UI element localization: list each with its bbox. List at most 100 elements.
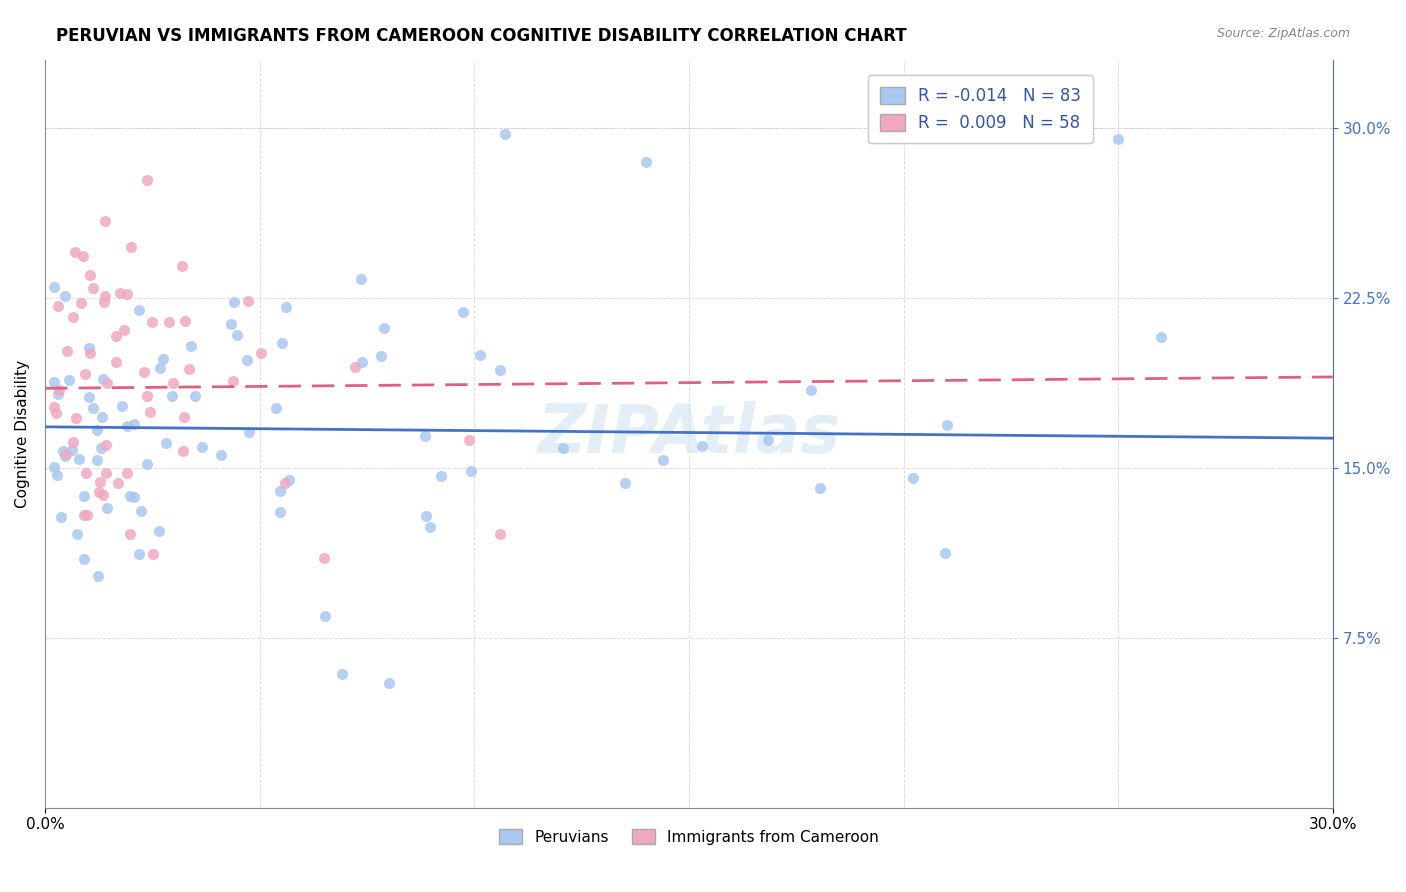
- Text: PERUVIAN VS IMMIGRANTS FROM CAMEROON COGNITIVE DISABILITY CORRELATION CHART: PERUVIAN VS IMMIGRANTS FROM CAMEROON COG…: [56, 27, 907, 45]
- Point: [191, 441, 214, 455]
- Point: [343, 359, 366, 374]
- Point: [66, 527, 89, 541]
- Point: [1150, 330, 1173, 344]
- Point: [94, 288, 117, 302]
- Point: [58, 373, 80, 387]
- Point: [489, 527, 512, 541]
- Point: [141, 315, 163, 329]
- Point: [148, 524, 170, 538]
- Point: [636, 154, 658, 169]
- Point: [652, 453, 675, 467]
- Point: [1107, 132, 1129, 146]
- Point: [458, 433, 481, 447]
- Point: [152, 352, 174, 367]
- Point: [46, 387, 69, 401]
- Point: [488, 362, 510, 376]
- Point: [934, 546, 956, 560]
- Point: [936, 417, 959, 432]
- Point: [93, 295, 115, 310]
- Point: [96, 376, 118, 391]
- Point: [60, 442, 83, 457]
- Point: [269, 505, 291, 519]
- Point: [94, 214, 117, 228]
- Point: [155, 436, 177, 450]
- Point: [172, 444, 194, 458]
- Point: [373, 321, 395, 335]
- Point: [415, 509, 437, 524]
- Point: [112, 323, 135, 337]
- Point: [903, 471, 925, 485]
- Point: [330, 667, 353, 681]
- Point: [90, 441, 112, 455]
- Point: [800, 383, 823, 397]
- Point: [94, 438, 117, 452]
- Point: [53, 449, 76, 463]
- Point: [808, 481, 831, 495]
- Point: [65, 410, 87, 425]
- Legend: R = -0.014   N = 83, R =  0.009   N = 58: R = -0.014 N = 83, R = 0.009 N = 58: [868, 76, 1092, 144]
- Point: [238, 293, 260, 308]
- Point: [136, 172, 159, 186]
- Y-axis label: Cognitive Disability: Cognitive Disability: [15, 359, 30, 508]
- Point: [162, 376, 184, 390]
- Point: [170, 260, 193, 274]
- Point: [614, 475, 637, 490]
- Point: [377, 676, 399, 690]
- Point: [122, 490, 145, 504]
- Point: [115, 419, 138, 434]
- Point: [75, 467, 97, 481]
- Point: [238, 425, 260, 439]
- Point: [42, 400, 65, 414]
- Point: [79, 268, 101, 282]
- Point: [91, 372, 114, 386]
- Point: [53, 288, 76, 302]
- Point: [352, 355, 374, 369]
- Point: [70, 295, 93, 310]
- Point: [135, 457, 157, 471]
- Point: [209, 448, 232, 462]
- Point: [269, 483, 291, 498]
- Point: [91, 410, 114, 425]
- Point: [48, 299, 70, 313]
- Point: [139, 405, 162, 419]
- Text: ZIPAtlas: ZIPAtlas: [537, 401, 841, 467]
- Point: [115, 287, 138, 301]
- Point: [470, 348, 492, 362]
- Point: [115, 467, 138, 481]
- Point: [46, 467, 69, 482]
- Point: [418, 519, 440, 533]
- Point: [77, 341, 100, 355]
- Point: [266, 401, 288, 415]
- Point: [91, 488, 114, 502]
- Point: [76, 508, 98, 522]
- Point: [48, 383, 70, 397]
- Point: [314, 551, 336, 566]
- Point: [314, 609, 336, 624]
- Point: [120, 240, 142, 254]
- Point: [271, 335, 294, 350]
- Point: [250, 346, 273, 360]
- Point: [118, 527, 141, 541]
- Point: [42, 280, 65, 294]
- Point: [174, 314, 197, 328]
- Point: [73, 552, 96, 566]
- Point: [107, 475, 129, 490]
- Point: [105, 328, 128, 343]
- Point: [278, 473, 301, 487]
- Point: [73, 490, 96, 504]
- Point: [131, 504, 153, 518]
- Point: [135, 389, 157, 403]
- Point: [104, 354, 127, 368]
- Point: [86, 423, 108, 437]
- Point: [276, 300, 298, 314]
- Point: [56, 343, 79, 358]
- Point: [494, 127, 516, 141]
- Point: [96, 466, 118, 480]
- Point: [128, 548, 150, 562]
- Point: [142, 547, 165, 561]
- Point: [219, 317, 242, 331]
- Point: [756, 433, 779, 447]
- Point: [72, 249, 94, 263]
- Point: [224, 295, 246, 310]
- Point: [45, 406, 67, 420]
